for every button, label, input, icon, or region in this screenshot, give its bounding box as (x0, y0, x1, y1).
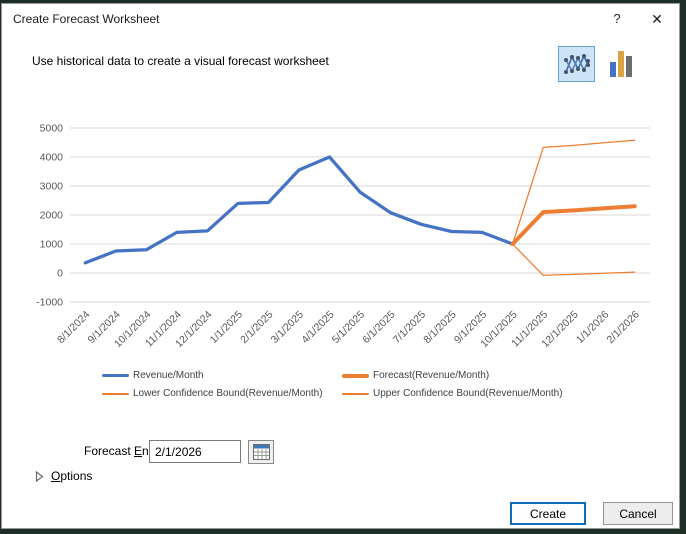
series-forecast-revenue-month- (510, 204, 637, 246)
close-icon[interactable]: ✕ (637, 4, 677, 34)
series-lower-confidence-bound-revenue-month- (511, 243, 636, 276)
legend-swatch (342, 392, 369, 395)
legend-item: Upper Confidence Bound(Revenue/Month) (342, 388, 622, 399)
x-axis-tick-label: 5/1/2025 (330, 309, 367, 346)
title-bar: Create Forecast Worksheet ? ✕ (2, 4, 679, 34)
y-axis-tick-label: 3000 (40, 181, 64, 193)
legend-label: Forecast(Revenue/Month) (373, 370, 490, 381)
forecast-chart: -10000100020003000400050008/1/20249/1/20… (36, 123, 650, 350)
forecast-end-label: Forecast End (84, 444, 155, 458)
x-axis-tick-label: 1/1/2025 (208, 309, 245, 346)
chart-legend: Revenue/Month Forecast(Revenue/Month) Lowe… (102, 370, 622, 399)
create-forecast-worksheet-dialog: Create Forecast Worksheet ? ✕ Use histor… (1, 3, 680, 529)
x-axis-tick-label: 7/1/2025 (391, 309, 428, 346)
dialog-title: Create Forecast Worksheet (13, 12, 160, 26)
x-axis-tick-label: 6/1/2025 (360, 309, 397, 346)
x-axis-tick-label: 2/1/2026 (604, 309, 641, 346)
forecast-end-input[interactable] (149, 440, 241, 463)
x-axis-tick-label: 3/1/2025 (269, 309, 306, 346)
legend-label: Revenue/Month (133, 370, 204, 381)
legend-item: Revenue/Month (102, 370, 342, 381)
y-axis-tick-label: 0 (57, 268, 63, 280)
x-axis-tick-label: 4/1/2025 (299, 309, 336, 346)
dialog-subtitle: Use historical data to create a visual f… (32, 54, 329, 68)
x-axis-tick-label: 1/1/2026 (574, 309, 611, 346)
y-axis-tick-label: -1000 (36, 297, 63, 309)
column-chart-icon[interactable] (602, 46, 639, 82)
legend-item: Lower Confidence Bound(Revenue/Month) (102, 388, 342, 399)
x-axis-tick-label: 2/1/2025 (238, 309, 275, 346)
legend-label: Lower Confidence Bound(Revenue/Month) (133, 388, 323, 399)
options-expander[interactable]: Options (35, 469, 92, 483)
series-revenue-month (83, 155, 515, 265)
calendar-icon (252, 444, 270, 460)
cancel-button[interactable]: Cancel (603, 502, 673, 525)
legend-swatch (102, 392, 129, 395)
create-button[interactable]: Create (510, 502, 586, 525)
legend-swatch (102, 373, 129, 378)
legend-item: Forecast(Revenue/Month) (342, 370, 622, 381)
y-axis-tick-label: 4000 (40, 152, 64, 164)
help-button[interactable]: ? (597, 4, 637, 34)
line-chart-icon[interactable] (558, 46, 595, 82)
legend-swatch (342, 373, 369, 378)
x-axis-tick-label: 8/1/2025 (421, 309, 458, 346)
line-chart-glyph (564, 53, 590, 74)
column-chart-glyph (609, 51, 632, 77)
calendar-picker-button[interactable] (248, 440, 274, 464)
y-axis-tick-label: 5000 (40, 123, 64, 135)
legend-label: Upper Confidence Bound(Revenue/Month) (373, 388, 563, 399)
options-label: Options (51, 469, 93, 483)
y-axis-tick-label: 1000 (40, 239, 64, 251)
series-upper-confidence-bound-revenue-month- (511, 139, 636, 245)
expander-chevron-right-icon (35, 470, 44, 482)
x-axis-tick-label: 8/1/2024 (55, 309, 92, 346)
chart-type-selector (558, 46, 639, 82)
y-axis-tick-label: 2000 (40, 210, 64, 222)
